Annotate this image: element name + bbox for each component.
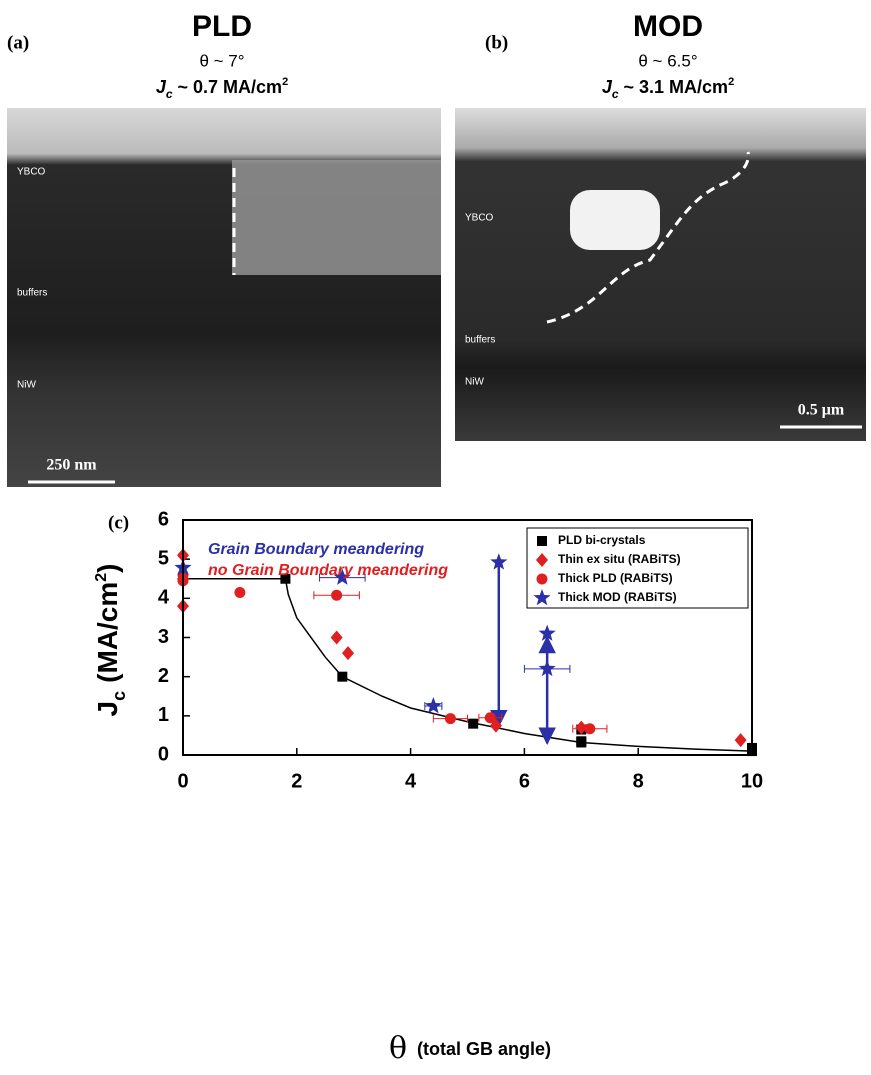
y-tick-label: 1 — [158, 704, 169, 726]
panel-label: (b) — [485, 32, 508, 53]
point — [331, 631, 343, 645]
jc-part: 2 — [282, 76, 288, 88]
angle: θ ~ 6.5° — [638, 51, 697, 70]
point — [576, 737, 586, 747]
void — [570, 190, 660, 250]
scale-label: 250 nm — [46, 457, 97, 474]
angle: θ ~ 7° — [199, 51, 244, 70]
y-tick-label: 5 — [158, 547, 169, 569]
jc-label: Jc ~ 3.1 MA/cm2 — [602, 76, 734, 101]
y-label-part: 2 — [93, 573, 110, 582]
legend-label: Thin ex situ (RABiTS) — [558, 552, 681, 566]
layer-label: buffers — [17, 288, 47, 299]
x-tick-label: 8 — [633, 770, 644, 792]
y-label-part: c — [109, 691, 129, 701]
legend-marker — [537, 536, 547, 546]
y-label-part: J — [92, 701, 123, 717]
x-tick-label: 6 — [519, 770, 530, 792]
jc-part: 2 — [728, 76, 734, 88]
panel-title: MOD — [633, 10, 703, 43]
scale-label: 0.5 μm — [798, 402, 845, 419]
legend-marker — [536, 553, 548, 567]
legend-label: Thick PLD (RABiTS) — [558, 571, 673, 585]
legend-label: Thick MOD (RABiTS) — [558, 590, 677, 604]
y-tick-label: 4 — [158, 587, 170, 609]
x-tick-label: 4 — [405, 770, 417, 792]
point — [342, 646, 354, 660]
legend-marker — [533, 589, 550, 605]
tem-image — [455, 108, 866, 441]
point — [234, 587, 245, 598]
point — [468, 719, 478, 729]
legend-marker — [537, 574, 548, 585]
point — [584, 723, 595, 734]
panel-title: PLD — [192, 10, 252, 43]
jc-label: Jc ~ 0.7 MA/cm2 — [156, 76, 288, 101]
layer-label: NiW — [17, 380, 36, 391]
annotation: Grain Boundary meandering — [208, 541, 424, 558]
y-tick-label: 2 — [158, 665, 169, 687]
y-tick-label: 0 — [158, 743, 169, 765]
point — [331, 590, 342, 601]
y-tick-label: 6 — [158, 508, 169, 530]
legend-label: PLD bi-crystals — [558, 533, 646, 547]
y-axis-label: Jc (MA/cm2) — [92, 564, 128, 717]
point — [735, 733, 747, 747]
layer-label: buffers — [465, 335, 495, 346]
layer-label: YBCO — [17, 167, 46, 178]
y-label-part: ) — [92, 564, 123, 573]
x-tick-label: 0 — [177, 770, 188, 792]
jc-part: ~ 3.1 MA/cm — [619, 77, 729, 97]
point — [425, 697, 442, 713]
annotation: no Grain Boundary meandering — [208, 562, 448, 579]
point — [337, 672, 347, 682]
point — [445, 713, 456, 724]
grain — [232, 160, 441, 275]
x-axis-label: θ (total GB angle) — [389, 1031, 551, 1066]
x-label-part: (total GB angle) — [417, 1039, 551, 1059]
layer-label: NiW — [465, 377, 484, 388]
x-label-part: θ — [389, 1031, 407, 1066]
y-label-part: (MA/cm — [92, 582, 123, 683]
y-tick-label: 3 — [158, 626, 169, 648]
jc-part: ~ 0.7 MA/cm — [173, 77, 283, 97]
fit-curve — [183, 579, 752, 751]
x-tick-label: 2 — [291, 770, 302, 792]
panel-label: (c) — [108, 512, 129, 533]
layer-label: YBCO — [465, 213, 494, 224]
x-tick-label: 10 — [741, 770, 763, 792]
point — [485, 712, 496, 723]
figure: (a)PLDθ ~ 7°Jc ~ 0.7 MA/cm2YBCObuffersNi… — [0, 0, 871, 1070]
panel-label: (a) — [7, 32, 29, 53]
